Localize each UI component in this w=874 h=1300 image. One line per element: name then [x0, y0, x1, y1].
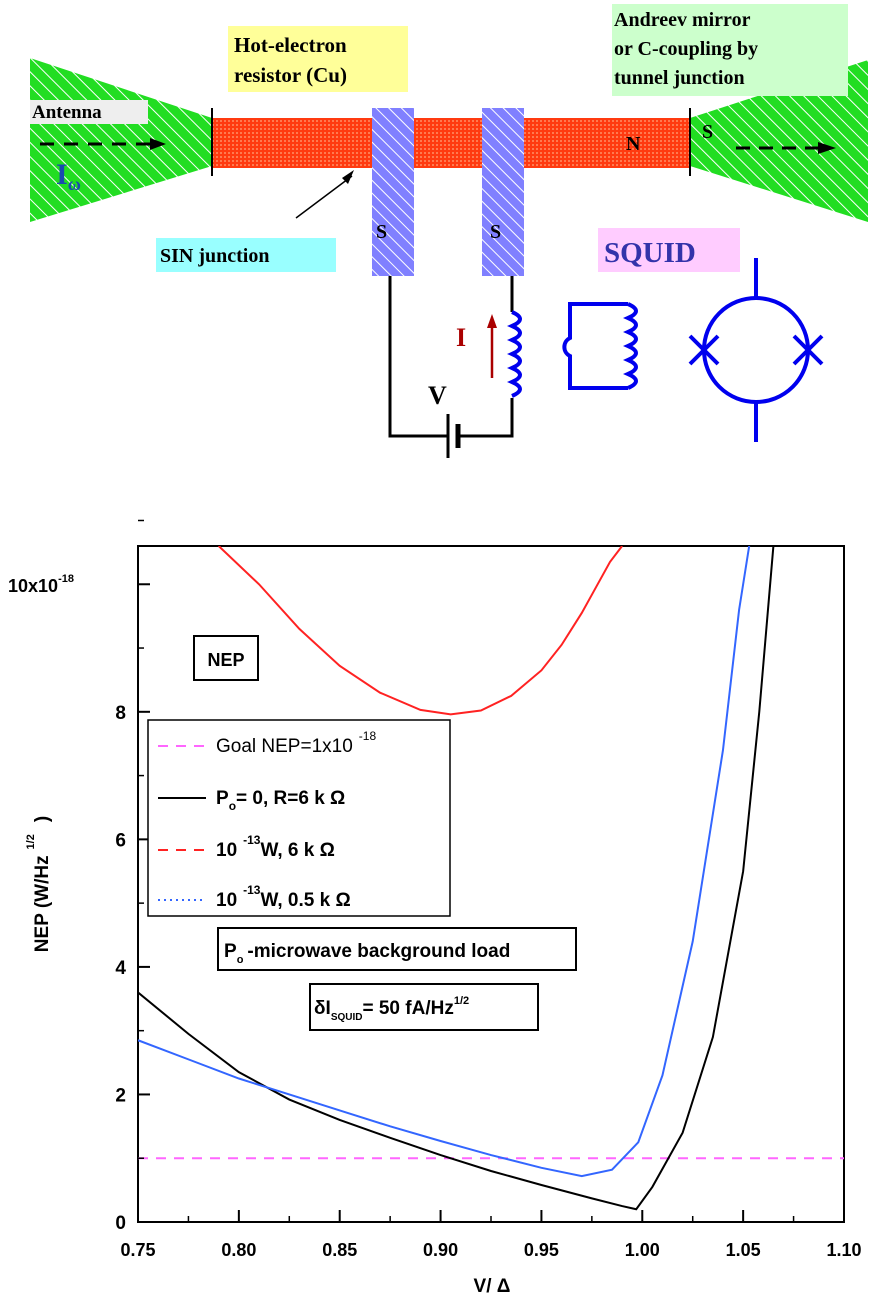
hot-electron-label-2: resistor (Cu) [234, 63, 347, 87]
po-note-rest: -microwave background load [247, 941, 510, 962]
x-tick-label: 0.90 [423, 1240, 458, 1260]
squid-symbol [688, 258, 824, 442]
y-axis-label-main: NEP (W/Hz [32, 855, 53, 952]
legend-entry: 10 -13W, 0.5 k Ω [216, 883, 351, 911]
andreev-label-bg [612, 4, 848, 96]
s-right-label: S [702, 121, 713, 143]
bolometer-diagram: Antenna Iω Hot-electron resistor (Cu) An… [30, 4, 868, 458]
squid-label-bg [598, 228, 740, 272]
squid-label: SQUID [604, 237, 696, 269]
legend-entry: 10 -13W, 6 k Ω [216, 833, 335, 861]
y-tick-label: 6 [115, 830, 126, 851]
y-tick-top-base: 10x10 [8, 576, 58, 596]
antenna-label: Antenna [32, 102, 102, 123]
delta-i-sub: SQUID [331, 1012, 363, 1023]
nep-box [193, 635, 259, 681]
legend-entry: Po= 0, R=6 k Ω [216, 788, 345, 813]
x-tick-label: 0.85 [322, 1240, 357, 1260]
y-tick-top-exp: -18 [58, 573, 74, 585]
y-tick-label: 2 [115, 1085, 126, 1106]
po-note-sub: o [237, 954, 244, 966]
y-tick-top: 10x10-18 [8, 573, 74, 596]
s-bar-right-label: S [490, 221, 501, 243]
delta-i-rest: = 50 fA/Hz [362, 998, 453, 1019]
y-axis-label: NEP (W/Hz 1/2) [25, 816, 53, 952]
andreev-label-2: or C-coupling by [614, 38, 758, 60]
y-axis-label-close: ) [32, 816, 53, 822]
hot-electron-label-1: Hot-electron [234, 33, 347, 57]
x-axis-ticks: 0.75 0.80 0.85 0.90 0.95 1.00 1.05 1.10 [120, 1210, 862, 1260]
y-tick-label: 0 [115, 1213, 126, 1234]
hot-electron-resistor [212, 118, 690, 168]
hot-electron-label-bg [228, 26, 408, 92]
x-tick-label: 0.80 [221, 1240, 256, 1260]
nep-chart: 0.75 0.80 0.85 0.90 0.95 1.00 1.05 1.10 0 2 4 6 8 1… [8, 519, 862, 1297]
series-line-1 [138, 546, 775, 1211]
i-omega-label: I [56, 158, 68, 191]
s-bar-left-label: S [376, 221, 387, 243]
input-coil [507, 310, 522, 398]
x-tick-label: 1.05 [726, 1240, 761, 1260]
i-omega-sub: ω [68, 174, 81, 194]
po-note: Po -microwave background load [224, 941, 510, 966]
x-tick-label: 0.95 [524, 1240, 559, 1260]
series-line-2 [217, 546, 623, 716]
current-label: I [456, 323, 466, 352]
s-bar-right [482, 108, 524, 276]
y-tick-label: 8 [115, 703, 126, 724]
n-label: N [626, 133, 641, 155]
delta-i-main: δI [314, 998, 331, 1019]
legend: Goal NEP=1x10 -18 Po= 0, R=6 k Ω 10 -13W, 6 … [158, 729, 376, 911]
x-tick-label: 1.00 [625, 1240, 660, 1260]
andreev-label-3: tunnel junction [614, 67, 745, 89]
po-note-box [217, 927, 577, 971]
legend-entry: Goal NEP=1x10 -18 [216, 729, 376, 757]
sin-label-bg [156, 238, 336, 272]
x-tick-label: 0.75 [120, 1240, 155, 1260]
pickup-loop [562, 302, 638, 390]
antenna-left [30, 58, 212, 222]
voltage-label: V [428, 381, 447, 410]
legend-box [147, 719, 451, 917]
series-layer [138, 546, 844, 1211]
sin-label: SIN junction [160, 245, 269, 267]
andreev-label-1: Andreev mirror [614, 9, 751, 31]
antenna-right [690, 60, 868, 222]
bias-circuit [388, 276, 514, 458]
series-line-3 [138, 546, 751, 1178]
delta-i-exp: 1/2 [454, 995, 469, 1007]
y-axis-ticks: 0 2 4 6 8 [115, 519, 150, 1234]
antenna-label-bg [30, 100, 148, 124]
x-tick-label: 1.10 [826, 1240, 861, 1260]
svg-text:Iω: Iω [56, 158, 81, 194]
s-bar-left [372, 108, 414, 276]
delta-i-note: δISQUID= 50 fA/Hz1/2 [314, 995, 469, 1023]
sin-pointer [295, 175, 353, 219]
y-tick-label: 4 [115, 958, 126, 979]
nep-box-label: NEP [207, 650, 244, 670]
delta-i-box [309, 983, 539, 1031]
y-axis-label-exp: 1/2 [25, 834, 37, 849]
x-axis-label: V/ Δ [474, 1276, 511, 1297]
